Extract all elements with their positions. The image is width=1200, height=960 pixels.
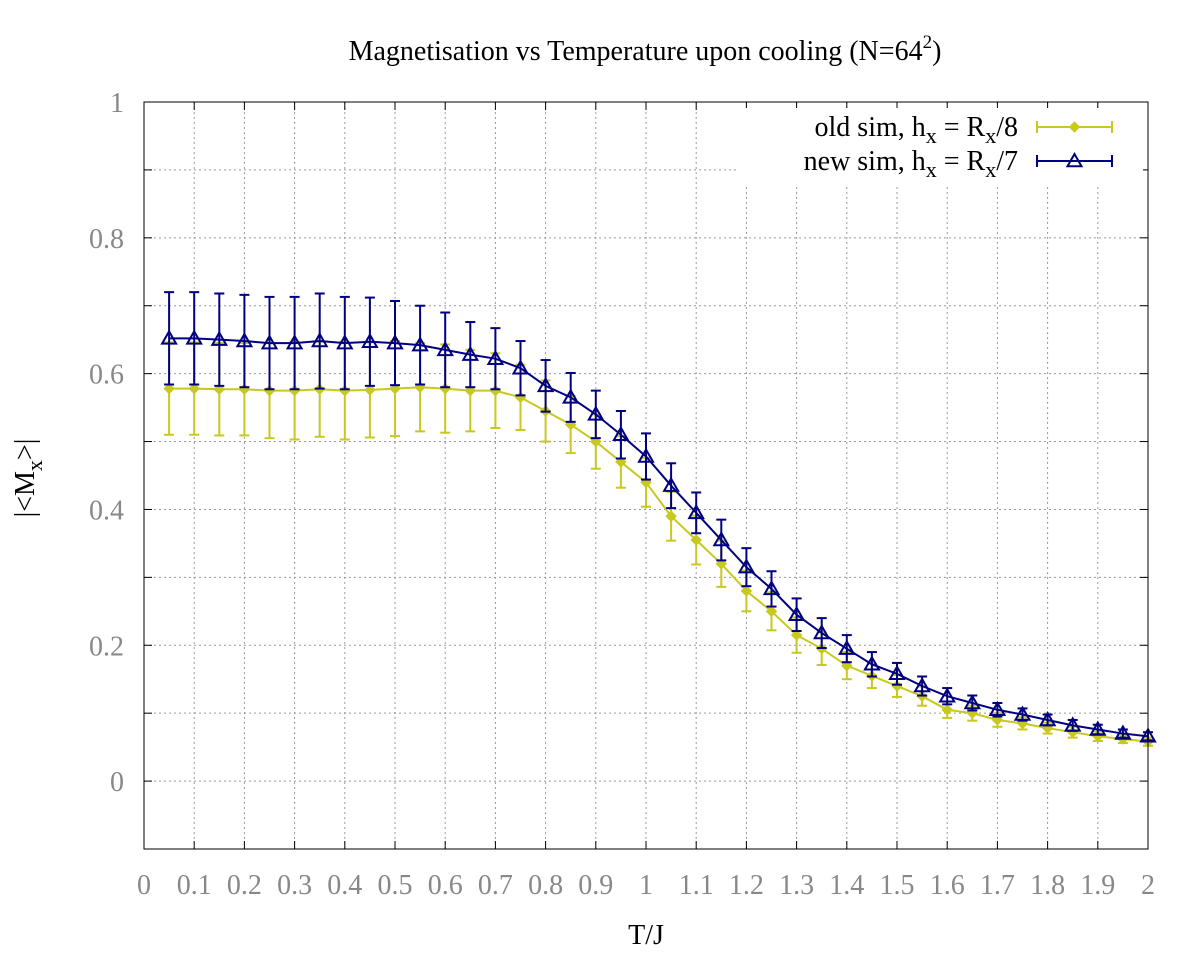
data-point bbox=[612, 425, 630, 442]
x-tick-label: 0.2 bbox=[227, 870, 262, 901]
data-point bbox=[1089, 720, 1107, 736]
legend-marker bbox=[1068, 121, 1081, 133]
data-point bbox=[386, 334, 404, 350]
y-tick-label: 0.8 bbox=[89, 224, 124, 255]
series-line bbox=[169, 337, 1149, 738]
x-tick-label: 1.3 bbox=[779, 870, 814, 901]
data-point bbox=[310, 332, 329, 348]
x-tick-label: 0 bbox=[137, 870, 151, 901]
y-tick-label: 0.2 bbox=[89, 631, 124, 662]
y-tick-label: 0 bbox=[110, 767, 124, 798]
data-point bbox=[690, 534, 702, 546]
data-point bbox=[762, 579, 781, 596]
data-point bbox=[662, 476, 680, 492]
data-point bbox=[561, 388, 580, 404]
data-point bbox=[185, 329, 203, 345]
legend-marker bbox=[1065, 151, 1084, 168]
series-0 bbox=[163, 340, 1154, 748]
data-point bbox=[712, 530, 731, 547]
x-tick-label: 1.1 bbox=[679, 870, 714, 901]
x-tick-label: 1.4 bbox=[829, 870, 864, 901]
data-point bbox=[160, 329, 178, 345]
data-point bbox=[787, 605, 806, 621]
data-point bbox=[361, 332, 379, 348]
data-point bbox=[411, 336, 429, 352]
data-point bbox=[364, 384, 376, 396]
x-ticks: 0 0.1 0.2 0.3 0.4 0.5 0.6 0.7 0.8 0.9 1 1.1 1.2 1.3 1.… bbox=[137, 102, 1155, 901]
data-point bbox=[913, 677, 931, 693]
y-tick-label: 1 bbox=[110, 88, 124, 119]
x-tick-label: 1.5 bbox=[880, 870, 915, 901]
x-tick-label: 1.6 bbox=[930, 870, 965, 901]
x-tick-label: 0.8 bbox=[528, 870, 563, 901]
data-point bbox=[461, 345, 480, 361]
data-point bbox=[210, 330, 229, 346]
x-tick-label: 1.9 bbox=[1080, 870, 1115, 901]
legend-sample-new-sim bbox=[1036, 151, 1113, 168]
data-point bbox=[511, 359, 530, 375]
data-point bbox=[587, 405, 605, 421]
series-line bbox=[169, 386, 1149, 743]
data-point bbox=[941, 704, 953, 716]
grid bbox=[144, 102, 1148, 849]
data-point bbox=[888, 664, 906, 681]
data-point bbox=[260, 334, 279, 350]
y-tick-label: 0.6 bbox=[89, 360, 124, 391]
data-point bbox=[687, 503, 705, 520]
data-point bbox=[665, 510, 677, 522]
data-point bbox=[188, 382, 200, 395]
data-point bbox=[1063, 716, 1082, 732]
data-point bbox=[1038, 710, 1057, 727]
data-point bbox=[285, 334, 304, 350]
x-tick-label: 0.6 bbox=[428, 870, 463, 901]
legend: old sim, hx = Rx/8 new sim, hx = Rx/7 bbox=[738, 108, 1143, 186]
x-tick-label: 0.1 bbox=[177, 870, 212, 901]
title-superscript: 2 bbox=[923, 32, 933, 53]
x-tick-label: 0.5 bbox=[378, 870, 413, 901]
x-tick-label: 1.2 bbox=[729, 870, 764, 901]
data-point bbox=[863, 655, 881, 671]
x-tick-label: 2 bbox=[1141, 870, 1155, 901]
data-point bbox=[436, 340, 454, 357]
x-tick-label: 0.9 bbox=[578, 870, 613, 901]
data-point bbox=[838, 639, 856, 655]
y-tick-label: 0.4 bbox=[89, 495, 124, 526]
data-point bbox=[637, 447, 655, 463]
data-point bbox=[336, 334, 354, 350]
series-layer bbox=[160, 291, 1157, 748]
y-axis-label: |<Mx>| bbox=[10, 439, 47, 518]
data-point bbox=[163, 382, 175, 395]
chart-title: Magnetisation vs Temperature upon coolin… bbox=[349, 32, 942, 67]
data-point bbox=[740, 585, 753, 597]
data-point bbox=[235, 332, 254, 348]
data-point bbox=[1013, 705, 1032, 721]
data-point bbox=[988, 700, 1007, 717]
x-tick-label: 0.7 bbox=[478, 870, 513, 901]
data-point bbox=[536, 376, 555, 393]
x-axis-label: T/J bbox=[628, 920, 664, 951]
legend-label-old-sim: old sim, hx = Rx/8 bbox=[815, 112, 1018, 148]
legend-sample-old-sim bbox=[1036, 121, 1113, 133]
data-point bbox=[938, 687, 956, 703]
data-point bbox=[790, 629, 803, 641]
legend-background bbox=[738, 108, 1143, 186]
data-point bbox=[737, 558, 756, 574]
data-point bbox=[1114, 724, 1132, 740]
data-point bbox=[765, 605, 778, 618]
x-tick-label: 1.7 bbox=[980, 870, 1015, 901]
data-point bbox=[963, 693, 982, 710]
legend-label-new-sim: new sim, hx = Rx/7 bbox=[804, 146, 1018, 182]
x-tick-label: 0.3 bbox=[277, 870, 312, 901]
data-point bbox=[486, 349, 505, 365]
series-1 bbox=[160, 291, 1157, 743]
x-tick-label: 1 bbox=[639, 870, 653, 901]
x-tick-label: 0.4 bbox=[327, 870, 362, 901]
data-point bbox=[812, 624, 831, 640]
x-tick-label: 1.8 bbox=[1030, 870, 1065, 901]
y-ticks: 0 0.2 0.4 0.6 0.8 1 bbox=[89, 88, 1148, 850]
